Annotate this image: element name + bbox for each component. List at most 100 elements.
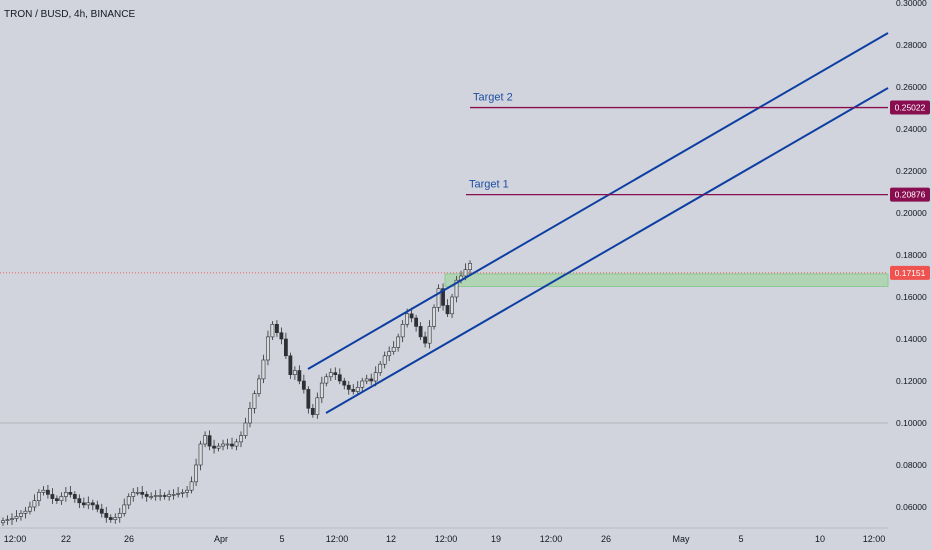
candle-down	[68, 491, 73, 495]
candle-down	[423, 336, 427, 344]
candle-up	[153, 495, 158, 497]
channel-lower-line[interactable]	[325, 87, 889, 414]
y-tick-label: 0.22000	[896, 166, 927, 176]
x-tick-label: 12	[386, 534, 396, 544]
target-price-badge-1	[890, 187, 930, 202]
x-tick-label: 26	[124, 534, 134, 544]
candle-down	[275, 323, 279, 333]
candle-down	[162, 495, 167, 497]
candle-up	[328, 372, 333, 378]
candle-up	[180, 491, 185, 494]
x-tick-label: 12:00	[540, 534, 563, 544]
candle-up	[243, 422, 248, 436]
y-tick-label: 0.12000	[896, 376, 927, 386]
target-price-badge-text-2: 0.25022	[895, 103, 926, 113]
candle-up	[266, 336, 270, 361]
candle-up	[261, 359, 266, 380]
candle-down	[77, 498, 82, 504]
candle-down	[301, 380, 306, 390]
candle-down	[409, 313, 414, 319]
candle-up	[450, 296, 454, 315]
candle-down	[279, 332, 284, 340]
x-tick-label: 26	[601, 534, 611, 544]
candle-up	[432, 307, 436, 327]
candle-up	[28, 506, 32, 512]
candle-down	[333, 372, 338, 376]
candle-up	[319, 382, 324, 399]
target-label-1: Target 1	[469, 179, 509, 191]
candle-down	[342, 380, 347, 386]
x-tick-label: 19	[491, 534, 501, 544]
candle-up	[1, 520, 5, 524]
candle-up	[396, 336, 401, 348]
candle-up	[378, 363, 383, 373]
candle-up	[364, 378, 369, 382]
candle-down	[418, 326, 423, 338]
candle-down	[288, 355, 293, 375]
y-tick-label: 0.16000	[896, 292, 927, 302]
candle-down	[230, 443, 234, 447]
x-tick-label: 5	[738, 534, 743, 544]
candle-up	[86, 502, 91, 506]
candle-up	[113, 517, 118, 520]
candle-down	[297, 370, 302, 382]
candle-down	[81, 502, 86, 506]
candle-down	[441, 288, 445, 306]
candle-down	[72, 494, 77, 499]
candle-down	[414, 317, 419, 327]
candle-up	[122, 504, 127, 514]
candle-up	[239, 435, 243, 443]
target-label-2: Target 2	[473, 92, 513, 104]
candle-up	[32, 500, 37, 508]
candle-down	[95, 504, 100, 510]
candle-up	[194, 464, 198, 483]
candle-down	[351, 389, 356, 392]
y-tick-label: 0.10000	[896, 418, 927, 428]
candle-up	[454, 279, 459, 298]
candle-up	[324, 376, 329, 384]
candle-up	[185, 489, 190, 493]
candle-down	[99, 508, 104, 514]
y-tick-label: 0.18000	[896, 250, 927, 260]
y-tick-label: 0.20000	[896, 208, 927, 218]
candle-up	[63, 491, 68, 497]
channel-upper-line[interactable]	[307, 32, 889, 370]
x-tick-label: 22	[61, 534, 71, 544]
candle-up	[427, 326, 432, 344]
y-tick-label: 0.06000	[896, 502, 927, 512]
candle-up	[373, 372, 378, 382]
support-zone[interactable]	[444, 273, 889, 287]
candle-down	[337, 374, 342, 382]
candle-up	[221, 443, 225, 447]
candle-up	[400, 323, 405, 338]
candle-up	[436, 288, 441, 308]
candle-up	[126, 496, 131, 506]
candle-down	[140, 491, 145, 495]
x-tick-label: 12:00	[435, 534, 458, 544]
y-tick-label: 0.30000	[896, 0, 927, 8]
y-tick-label: 0.24000	[896, 124, 927, 134]
candle-up	[391, 347, 396, 352]
candle-up	[292, 370, 297, 375]
candle-up	[225, 443, 230, 446]
candle-down	[283, 338, 288, 357]
candle-up	[117, 512, 122, 518]
candle-down	[50, 494, 55, 499]
target-price-badge-2	[890, 100, 930, 115]
candle-up	[14, 516, 19, 519]
target-price-badge-text-1: 0.20876	[895, 190, 926, 200]
candle-down	[445, 305, 450, 315]
chart-title: TRON / BUSD, 4h, BINANCE	[4, 9, 136, 20]
candle-up	[463, 269, 468, 277]
x-tick-label: Apr	[214, 534, 228, 544]
candle-up	[468, 263, 472, 270]
candle-up	[198, 443, 203, 466]
candle-up	[167, 494, 172, 497]
candle-up	[315, 397, 320, 415]
candle-down	[54, 498, 59, 502]
candle-down	[207, 435, 212, 447]
candle-down	[310, 407, 315, 415]
current-price-badge	[890, 265, 930, 280]
candle-up	[135, 491, 140, 494]
